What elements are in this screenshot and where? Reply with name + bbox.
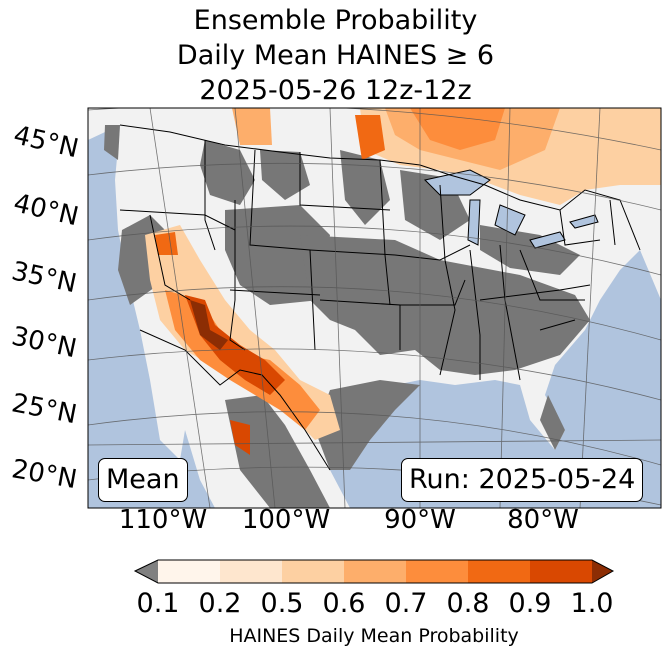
gray-region <box>340 150 390 225</box>
lon-label-90w: 90°W <box>384 505 456 535</box>
map-frame <box>87 107 662 509</box>
great-lakes <box>467 199 481 246</box>
colorbar-tick: 1.0 <box>570 588 614 619</box>
gray-region <box>200 140 255 205</box>
lon-label-110w: 110°W <box>118 505 208 535</box>
colorbar-tick: 0.8 <box>446 588 490 619</box>
great-lakes <box>424 169 491 196</box>
stat-box: Mean <box>98 458 188 502</box>
gray-region <box>104 125 120 160</box>
colorbar-bin <box>530 560 593 583</box>
prob-area-0.9 <box>190 300 228 350</box>
run-date-box: Run: 2025-05-24 <box>401 458 644 502</box>
colorbar-tick: 0.6 <box>322 588 366 619</box>
great-lakes <box>529 231 566 249</box>
title-line-3: 2025-05-26 12z-12z <box>199 75 472 106</box>
title-line-2: Daily Mean HAINES ≥ 6 <box>176 40 495 71</box>
gray-region <box>480 225 580 275</box>
colorbar-tick: 0.2 <box>198 588 242 619</box>
colorbar-under-arrow <box>135 560 158 583</box>
colorbar-bin <box>468 560 531 583</box>
great-lakes <box>494 204 526 236</box>
colorbar-label: HAINES Daily Mean Probability <box>229 625 519 647</box>
lon-label-80w: 80°W <box>507 505 579 535</box>
title-line-1: Ensemble Probability <box>193 5 478 36</box>
gray-region <box>540 395 565 450</box>
colorbar-bin <box>158 560 221 583</box>
colorbar-tick: 0.7 <box>384 588 428 619</box>
great-lakes <box>569 214 599 229</box>
colorbar-over-arrow <box>592 560 613 583</box>
colorbar-outline <box>133 559 615 584</box>
prob-area-0.5 <box>155 232 178 255</box>
colorbar-bin <box>406 560 469 583</box>
colorbar-tick: 0.1 <box>136 588 180 619</box>
prob-area-0.8 <box>185 295 285 395</box>
gray-region <box>225 395 330 508</box>
colorbar-bin <box>344 560 407 583</box>
prob-area-0.2 <box>232 108 272 145</box>
lon-label-100w: 100°W <box>241 505 331 535</box>
prob-area-0.6 <box>230 420 250 455</box>
colorbar-bin <box>282 560 345 583</box>
colorbar <box>133 559 615 584</box>
graticule <box>88 108 661 508</box>
gray-region <box>260 150 310 200</box>
prob-area-0.6 <box>410 108 505 150</box>
colorbar-tick: 0.5 <box>260 588 304 619</box>
prob-area-0.6 <box>355 115 385 160</box>
colorbar-tick: 0.9 <box>508 588 552 619</box>
colorbar-bin <box>220 560 283 583</box>
